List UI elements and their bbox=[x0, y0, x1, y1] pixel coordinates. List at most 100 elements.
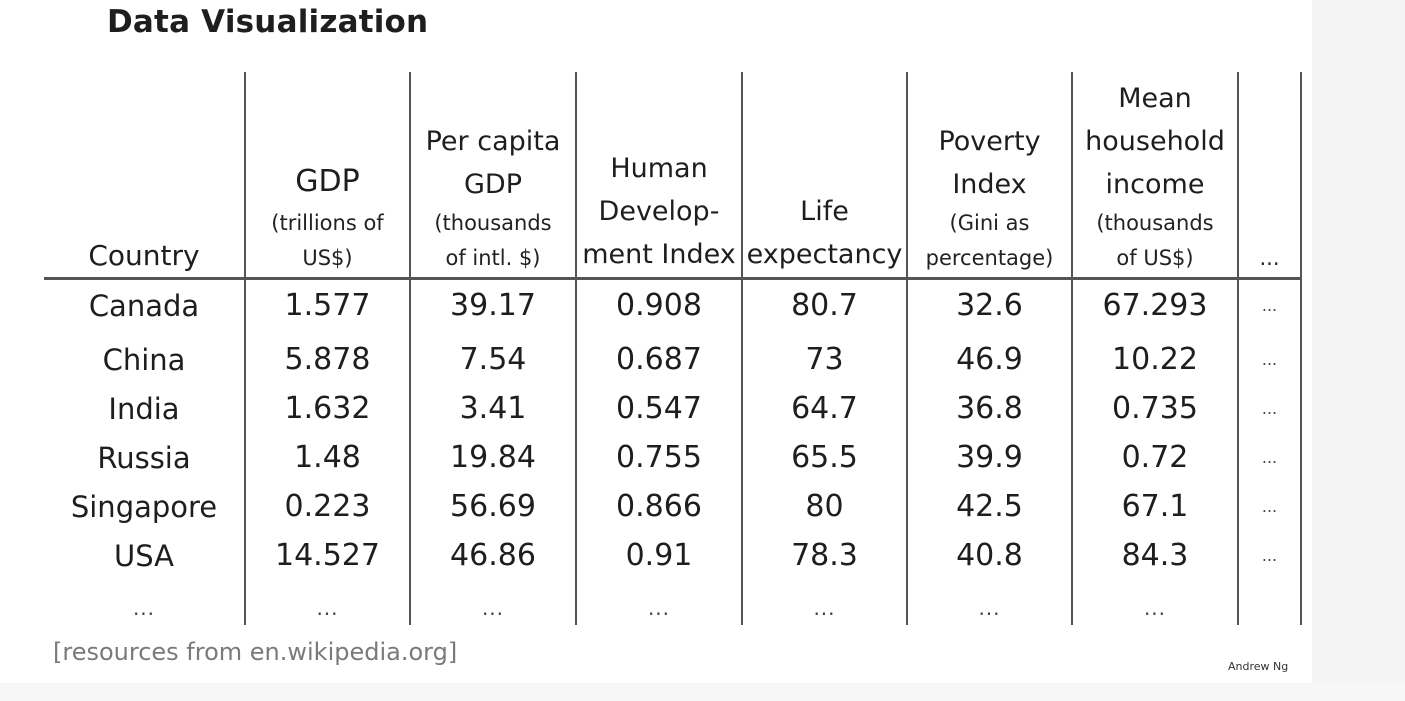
table-cell: ... bbox=[1261, 350, 1278, 369]
table-cell: ... bbox=[1261, 399, 1278, 418]
column-header-line: ment Index bbox=[582, 239, 736, 270]
table-cell: ... bbox=[1261, 448, 1278, 467]
table-cell: 14.527 bbox=[275, 538, 380, 573]
table-cell: 32.6 bbox=[956, 288, 1023, 323]
table-cell: 0.687 bbox=[616, 342, 702, 377]
table-cell: 80 bbox=[805, 489, 844, 524]
table-cell: 67.1 bbox=[1121, 489, 1189, 524]
table-cell: 39.9 bbox=[956, 440, 1023, 475]
column-header: Human Develop-ment Index bbox=[577, 78, 741, 278]
column-header: Life expectancy bbox=[743, 78, 906, 278]
column-header-line: ... bbox=[1259, 246, 1280, 270]
column-header: GDP (trillions of US$) bbox=[246, 78, 409, 278]
author-credit: Andrew Ng bbox=[1228, 660, 1289, 673]
column-header-line: expectancy bbox=[746, 239, 903, 270]
column-header-line: Develop- bbox=[598, 196, 720, 227]
table-cell: 1.632 bbox=[284, 391, 371, 426]
table-cell: 19.84 bbox=[450, 440, 536, 475]
table-cell: China bbox=[102, 343, 186, 377]
table-cell: India bbox=[108, 392, 180, 426]
table-cell: 80.7 bbox=[791, 288, 858, 323]
column-divider bbox=[1300, 72, 1302, 625]
column-header-line: household bbox=[1085, 126, 1225, 157]
slide-title: Data Visualization bbox=[107, 4, 429, 40]
column-header-line: GDP bbox=[295, 164, 360, 199]
table-cell: ... bbox=[481, 596, 505, 620]
table-cell: 67.293 bbox=[1102, 288, 1208, 323]
table-cell: ... bbox=[1261, 296, 1278, 315]
table-cell: USA bbox=[113, 539, 174, 573]
column-divider bbox=[409, 72, 411, 625]
column-header: Poverty Index (Gini as percentage) bbox=[908, 78, 1071, 278]
table-cell: 0.223 bbox=[284, 489, 371, 524]
column-header-line: Per capita bbox=[425, 126, 561, 157]
table-cell: 36.8 bbox=[956, 391, 1023, 426]
table-cell: ... bbox=[1261, 497, 1278, 516]
table-cell: 1.577 bbox=[284, 288, 371, 323]
table-cell: 78.3 bbox=[791, 538, 858, 573]
column-divider bbox=[575, 72, 577, 625]
column-header-line: GDP bbox=[464, 169, 522, 200]
column-header-subline: of US$) bbox=[1116, 246, 1194, 270]
table-cell: 7.54 bbox=[459, 342, 527, 377]
table-cell: ... bbox=[647, 596, 671, 620]
column-divider bbox=[741, 72, 743, 625]
table-cell: 0.755 bbox=[616, 440, 702, 475]
table-cell: 0.72 bbox=[1121, 440, 1189, 475]
table-cell: ... bbox=[316, 596, 339, 620]
column-divider bbox=[244, 72, 246, 625]
column-header-subline: (thousands bbox=[1096, 211, 1214, 235]
column-header: Per capita GDP (thousands of intl. $) bbox=[411, 78, 575, 278]
table-cell: ... bbox=[132, 596, 156, 620]
column-divider bbox=[906, 72, 908, 625]
column-header: Mean household income (thousands of US$) bbox=[1073, 78, 1237, 278]
table-cell: 84.3 bbox=[1121, 538, 1189, 573]
column-header-line: Country bbox=[88, 239, 200, 272]
column-header-subline: of intl. $) bbox=[445, 246, 541, 270]
table-cell: Singapore bbox=[70, 490, 218, 524]
table-cell: 0.91 bbox=[625, 538, 693, 573]
table-cell: 0.547 bbox=[616, 391, 702, 426]
column-header-line: Mean bbox=[1118, 83, 1192, 114]
header-divider bbox=[44, 277, 1302, 280]
table-cell: 3.41 bbox=[459, 391, 527, 426]
table-cell: 5.878 bbox=[284, 342, 371, 377]
table-cell: 1.48 bbox=[294, 440, 361, 475]
table-cell: ... bbox=[1261, 546, 1278, 565]
table-cell: ... bbox=[978, 596, 1001, 620]
table-cell: ... bbox=[1143, 596, 1167, 620]
table-cell: 39.17 bbox=[450, 288, 536, 323]
table-cell: Canada bbox=[88, 289, 200, 323]
slide-edge bbox=[1312, 0, 1405, 701]
table-cell: 64.7 bbox=[791, 391, 858, 426]
column-header-subline: US$) bbox=[302, 246, 353, 270]
table-cell: Russia bbox=[97, 441, 191, 475]
table-cell: 65.5 bbox=[791, 440, 858, 475]
table-cell: 42.5 bbox=[956, 489, 1023, 524]
column-header-subline: (Gini as bbox=[949, 211, 1030, 235]
column-header-subline: percentage) bbox=[925, 246, 1054, 270]
table-cell: 0.866 bbox=[616, 489, 702, 524]
column-header: ... bbox=[1239, 78, 1300, 278]
column-header: Country bbox=[44, 78, 244, 278]
column-header-line: Life bbox=[800, 196, 849, 227]
table-cell: 0.735 bbox=[1112, 391, 1198, 426]
table-cell: 0.908 bbox=[616, 288, 702, 323]
table-cell: 56.69 bbox=[450, 489, 536, 524]
column-header-subline: (trillions of bbox=[271, 211, 384, 235]
column-header-line: Poverty bbox=[938, 126, 1041, 157]
column-header-line: Human bbox=[610, 153, 708, 184]
table-cell: 46.9 bbox=[956, 342, 1023, 377]
table-cell: 10.22 bbox=[1112, 342, 1198, 377]
table-cell bbox=[1239, 584, 1300, 632]
table-cell: ... bbox=[813, 596, 836, 620]
column-divider bbox=[1237, 72, 1239, 625]
column-header-subline: (thousands bbox=[434, 211, 552, 235]
table-cell: 40.8 bbox=[956, 538, 1023, 573]
column-header-line: Index bbox=[952, 169, 1027, 200]
table-cell: 46.86 bbox=[450, 538, 536, 573]
slide-bottom-edge bbox=[0, 683, 1405, 701]
table-cell: 73 bbox=[805, 342, 844, 377]
column-divider bbox=[1071, 72, 1073, 625]
